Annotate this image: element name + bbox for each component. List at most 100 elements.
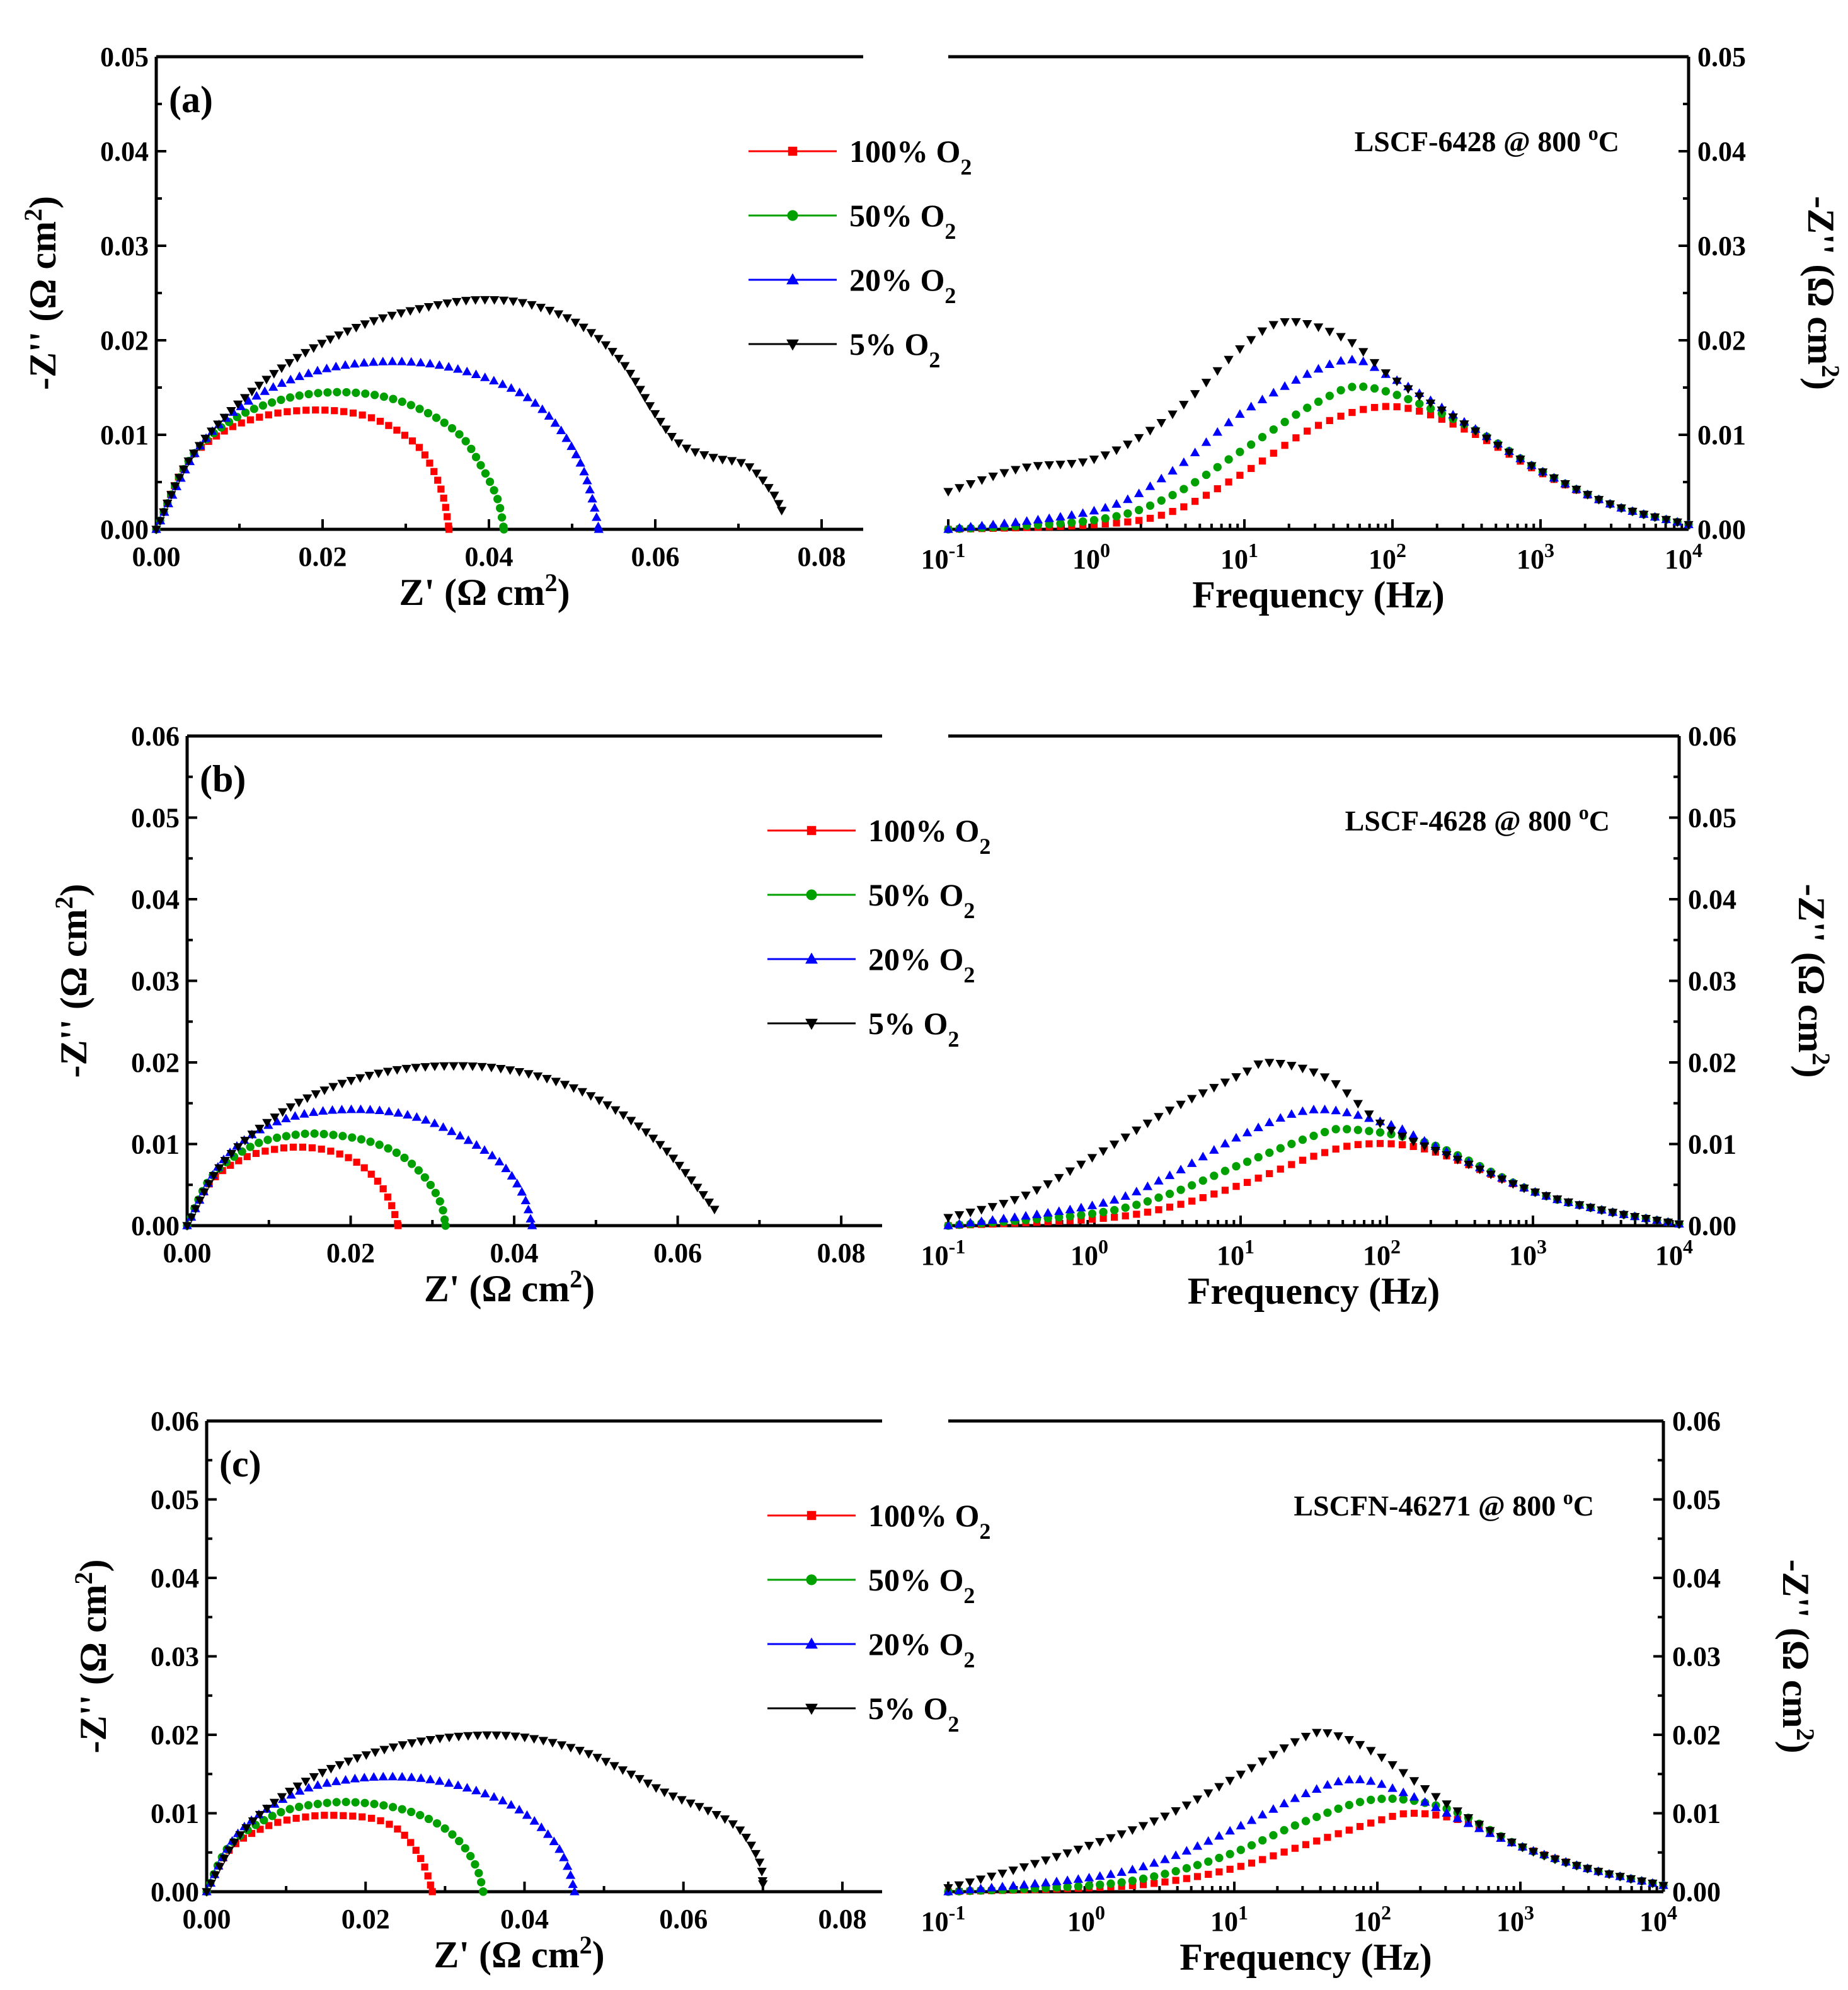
- data-point: [1410, 1809, 1418, 1817]
- data-point: [1344, 1736, 1354, 1745]
- data-point: [267, 398, 277, 407]
- y-tick-label: 0.01: [131, 1129, 180, 1160]
- data-point: [1168, 466, 1178, 475]
- y-tick-label: 0.00: [131, 1211, 180, 1241]
- data-point: [592, 512, 602, 521]
- data-point: [1188, 1181, 1197, 1190]
- data-point: [1164, 1170, 1175, 1180]
- data-point: [241, 408, 250, 417]
- data-point: [1186, 1095, 1197, 1104]
- data-point: [397, 1771, 407, 1781]
- legend-entry: 20% O2: [767, 941, 975, 987]
- data-point: [1648, 1879, 1658, 1889]
- data-point: [1629, 1213, 1640, 1222]
- data-point: [1266, 1170, 1273, 1178]
- legend-marker: [787, 210, 798, 221]
- legend-entry: 5% O2: [749, 326, 940, 372]
- data-point: [1331, 1125, 1340, 1134]
- data-point: [987, 1872, 997, 1882]
- data-point: [1627, 507, 1638, 517]
- data-point: [553, 310, 564, 319]
- data-point: [466, 1851, 475, 1861]
- data-point: [255, 1810, 265, 1820]
- data-point: [210, 1871, 221, 1880]
- data-point: [280, 1144, 288, 1152]
- data-point: [151, 526, 161, 535]
- data-point: [1065, 1212, 1074, 1221]
- data-point: [1077, 458, 1088, 468]
- data-point: [213, 420, 223, 430]
- data-point: [304, 1783, 314, 1792]
- data-point: [447, 423, 457, 433]
- data-point: [326, 1764, 336, 1774]
- data-point: [462, 366, 472, 376]
- data-point: [570, 1886, 580, 1895]
- data-point: [1142, 1119, 1153, 1129]
- data-point: [1323, 1780, 1333, 1789]
- data-point: [496, 1064, 506, 1074]
- data-point: [301, 348, 311, 358]
- data-point: [686, 1176, 696, 1185]
- data-point: [1213, 463, 1222, 471]
- data-point: [318, 1769, 328, 1778]
- data-point: [473, 1731, 483, 1740]
- x-tick-label: 101: [1220, 539, 1258, 575]
- data-point: [506, 1800, 516, 1809]
- data-point: [247, 388, 257, 397]
- data-point: [1052, 1853, 1062, 1862]
- data-point: [560, 1081, 570, 1090]
- data-point: [527, 301, 537, 310]
- data-point: [370, 391, 379, 400]
- data-point: [283, 1816, 290, 1824]
- data-point: [415, 357, 426, 367]
- data-point: [1299, 1156, 1307, 1164]
- data-point: [159, 508, 169, 517]
- data-point: [200, 434, 210, 444]
- data-point: [1077, 1216, 1085, 1224]
- data-point: [345, 1154, 352, 1161]
- data-point: [655, 1141, 665, 1150]
- data-point: [480, 372, 490, 381]
- data-point: [226, 407, 236, 416]
- data-point: [1452, 1807, 1462, 1816]
- data-point: [425, 359, 435, 367]
- data-point: [294, 371, 305, 381]
- data-point: [1537, 468, 1548, 477]
- data-point: [486, 1064, 496, 1073]
- data-point: [1231, 1132, 1241, 1142]
- data-point: [987, 1203, 998, 1212]
- data-point: [1106, 1869, 1116, 1878]
- data-point: [1663, 1218, 1673, 1228]
- data-point: [334, 331, 344, 340]
- data-point: [1378, 1816, 1386, 1824]
- data-point: [219, 1855, 229, 1864]
- panel-label: (a): [169, 79, 213, 120]
- data-point: [1055, 1213, 1064, 1222]
- data-point: [1409, 1777, 1420, 1786]
- data-point: [1377, 1753, 1387, 1763]
- data-point: [1096, 1880, 1105, 1889]
- data-point: [965, 480, 976, 489]
- data-point: [586, 329, 597, 338]
- data-point: [433, 301, 443, 310]
- data-point: [1043, 1208, 1053, 1217]
- data-point: [1277, 1165, 1284, 1173]
- condition-annotation: LSCFN-46271 @ 800 oC: [1294, 1486, 1594, 1522]
- data-point: [965, 1209, 975, 1217]
- data-point: [527, 1220, 537, 1229]
- data-point: [246, 1142, 255, 1151]
- data-point: [1124, 518, 1132, 526]
- data-point: [166, 491, 176, 500]
- data-point: [1389, 1812, 1396, 1820]
- data-point: [284, 408, 291, 415]
- y-tick-label: 0.04: [151, 1563, 199, 1594]
- data-point: [1156, 418, 1166, 428]
- data-point: [1246, 401, 1256, 411]
- series-20o2: [943, 354, 1694, 533]
- data-point: [1109, 1195, 1120, 1204]
- data-point: [1438, 415, 1445, 423]
- data-point: [1095, 1838, 1105, 1847]
- data-point: [1270, 1852, 1277, 1860]
- data-point: [1530, 1188, 1541, 1197]
- data-point: [359, 357, 369, 367]
